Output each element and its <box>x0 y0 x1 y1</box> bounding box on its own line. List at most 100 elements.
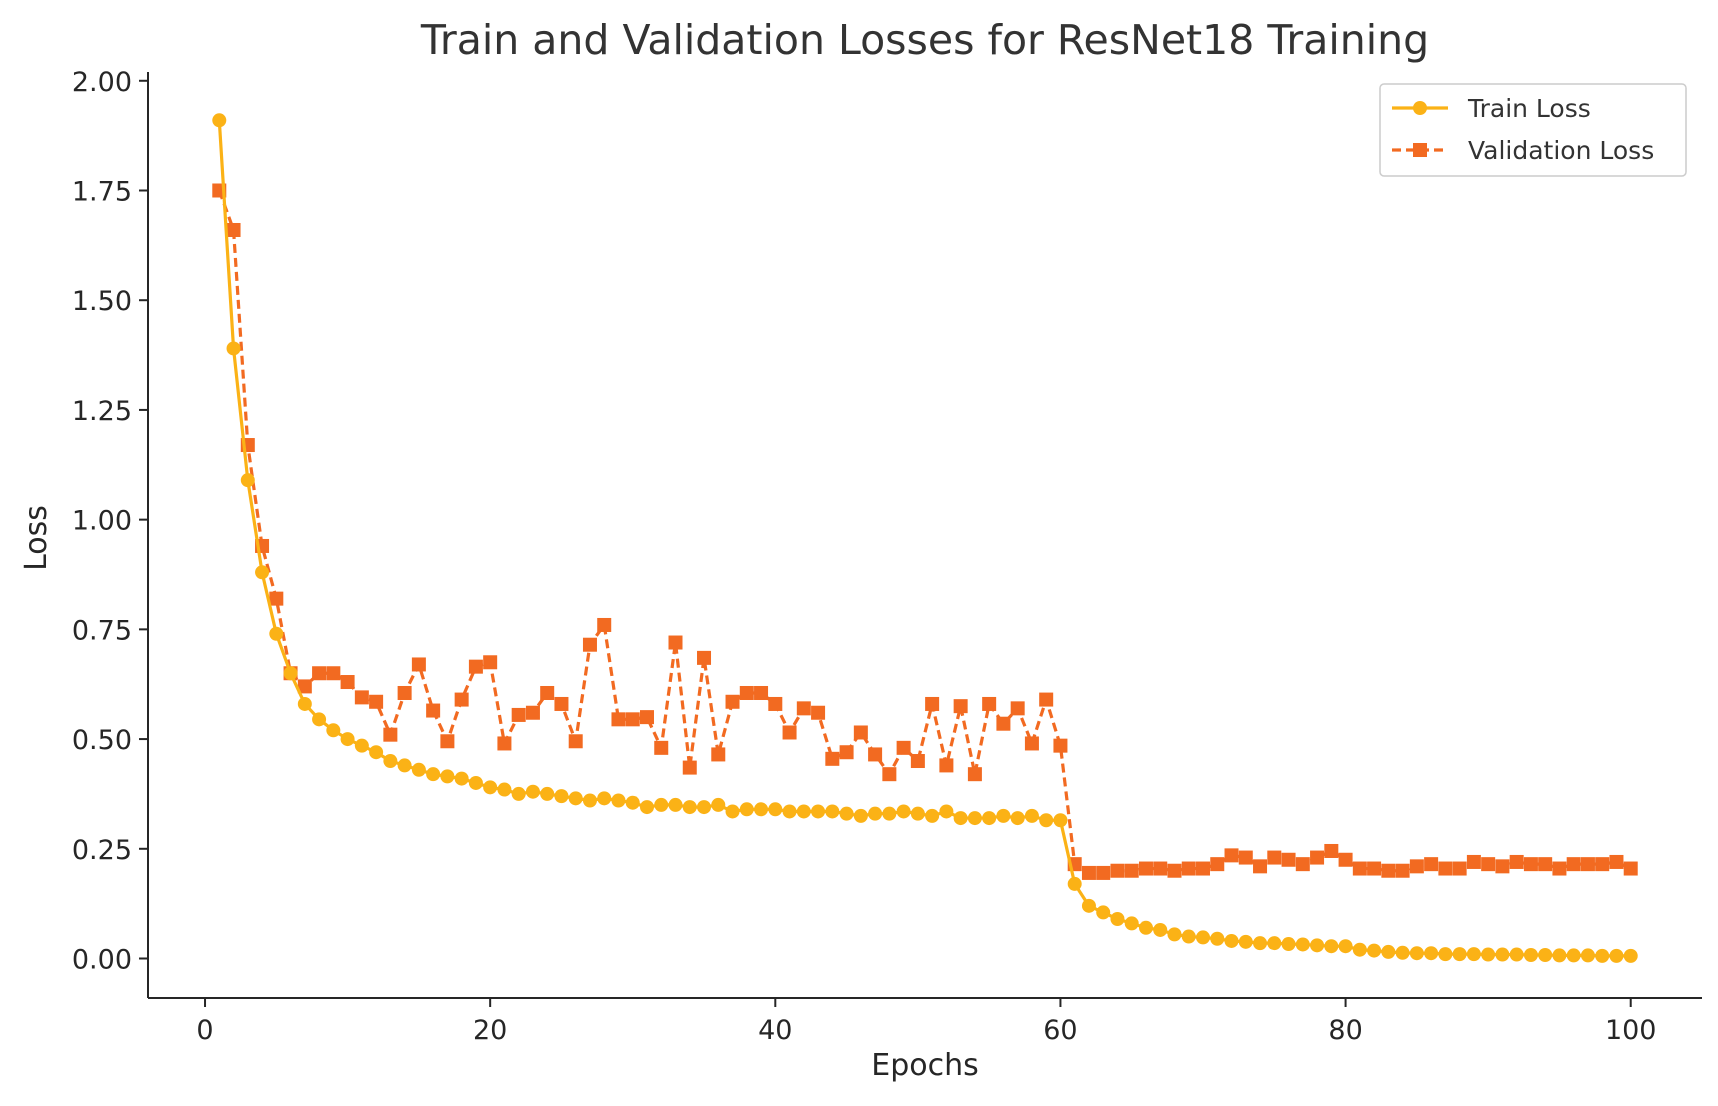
data-point-validation-loss <box>1253 859 1268 874</box>
data-point-train-loss <box>568 791 583 806</box>
data-point-validation-loss <box>540 685 555 700</box>
data-point-validation-loss <box>1124 863 1139 878</box>
data-point-train-loss <box>1267 936 1282 951</box>
data-point-validation-loss <box>925 696 940 711</box>
series-layer <box>212 113 1638 963</box>
y-tick-label: 1.00 <box>72 506 132 537</box>
data-point-validation-loss <box>1138 861 1153 876</box>
data-point-validation-loss <box>1024 736 1039 751</box>
data-point-train-loss <box>255 565 270 580</box>
data-point-train-loss <box>1210 931 1225 946</box>
data-point-validation-loss <box>682 760 697 775</box>
data-point-train-loss <box>1124 916 1139 931</box>
data-point-validation-loss <box>1523 857 1538 872</box>
data-point-validation-loss <box>996 716 1011 731</box>
data-point-train-loss <box>996 808 1011 823</box>
data-point-validation-loss <box>340 675 355 690</box>
data-point-validation-loss <box>1281 852 1296 867</box>
data-point-validation-loss <box>1538 857 1553 872</box>
data-point-validation-loss <box>625 712 640 727</box>
data-point-train-loss <box>1324 939 1339 954</box>
legend-validation-marker <box>1413 143 1427 157</box>
data-point-validation-loss <box>1110 863 1125 878</box>
data-point-validation-loss <box>868 747 883 762</box>
data-point-train-loss <box>625 795 640 810</box>
series-validation-loss <box>212 183 1638 880</box>
data-point-train-loss <box>1167 927 1182 942</box>
data-point-validation-loss <box>1338 852 1353 867</box>
data-point-train-loss <box>1466 947 1481 962</box>
data-point-train-loss <box>796 804 811 819</box>
data-point-train-loss <box>1253 936 1268 951</box>
y-tick-label: 1.50 <box>72 286 132 317</box>
data-point-validation-loss <box>1438 861 1453 876</box>
data-point-validation-loss <box>1324 843 1339 858</box>
x-tick-label: 60 <box>1043 1015 1077 1046</box>
x-ticks: 0 20 40 60 80 100 <box>196 998 1656 1046</box>
data-point-validation-loss <box>882 767 897 782</box>
data-point-train-loss <box>397 758 412 773</box>
y-tick-label: 2.00 <box>72 67 132 98</box>
data-point-validation-loss <box>639 710 654 725</box>
data-point-train-loss <box>1053 813 1068 828</box>
data-point-train-loss <box>811 804 826 819</box>
data-point-train-loss <box>1181 929 1196 944</box>
x-tick-label: 100 <box>1605 1015 1657 1046</box>
data-point-validation-loss <box>483 655 498 670</box>
data-point-validation-loss <box>768 696 783 711</box>
series-train-loss <box>212 113 1638 963</box>
data-point-train-loss <box>1110 912 1125 927</box>
data-point-train-loss <box>782 804 797 819</box>
data-point-train-loss <box>540 786 555 801</box>
data-point-train-loss <box>1452 947 1467 962</box>
data-point-validation-loss <box>839 745 854 760</box>
data-point-train-loss <box>711 797 726 812</box>
data-point-validation-loss <box>1623 861 1638 876</box>
data-point-train-loss <box>1566 948 1581 963</box>
data-point-validation-loss <box>1552 861 1567 876</box>
series-line-train-loss <box>217 120 1631 958</box>
data-point-validation-loss <box>1466 854 1481 869</box>
data-point-train-loss <box>454 771 469 786</box>
data-point-validation-loss <box>525 705 540 720</box>
data-point-train-loss <box>1224 933 1239 948</box>
data-point-train-loss <box>1295 937 1310 952</box>
data-point-train-loss <box>525 784 540 799</box>
data-point-validation-loss <box>440 734 455 749</box>
data-point-validation-loss <box>1566 857 1581 872</box>
data-point-validation-loss <box>1039 692 1054 707</box>
y-tick-label: 1.25 <box>72 396 132 427</box>
data-point-validation-loss <box>1310 850 1325 865</box>
data-point-validation-loss <box>953 699 968 714</box>
data-point-validation-loss <box>511 707 526 722</box>
data-point-train-loss <box>1409 946 1424 961</box>
y-tick-label: 0.00 <box>72 945 132 976</box>
data-point-train-loss <box>326 723 341 738</box>
data-point-train-loss <box>611 793 626 808</box>
data-point-train-loss <box>1310 938 1325 953</box>
data-point-train-loss <box>1495 947 1510 962</box>
data-point-train-loss <box>639 800 654 815</box>
data-point-validation-loss <box>1481 857 1496 872</box>
data-point-train-loss <box>910 806 925 821</box>
y-axis-title: Loss <box>19 505 54 571</box>
data-point-validation-loss <box>354 690 369 705</box>
data-point-validation-loss <box>697 650 712 665</box>
data-point-validation-loss <box>853 725 868 740</box>
data-point-validation-loss <box>1495 859 1510 874</box>
data-point-train-loss <box>1281 937 1296 952</box>
data-point-validation-loss <box>1352 861 1367 876</box>
data-point-train-loss <box>1153 922 1168 937</box>
data-point-validation-loss <box>1267 850 1282 865</box>
x-axis-title: Epochs <box>871 1048 979 1083</box>
data-point-validation-loss <box>668 635 683 650</box>
data-point-train-loss <box>1010 811 1025 826</box>
data-point-train-loss <box>896 804 911 819</box>
y-tick-label: 0.25 <box>72 835 132 866</box>
data-point-train-loss <box>1196 930 1211 945</box>
data-point-train-loss <box>668 797 683 812</box>
legend-entry-train: Train Loss <box>1392 94 1591 123</box>
legend-box <box>1379 83 1687 177</box>
data-point-validation-loss <box>1595 857 1610 872</box>
